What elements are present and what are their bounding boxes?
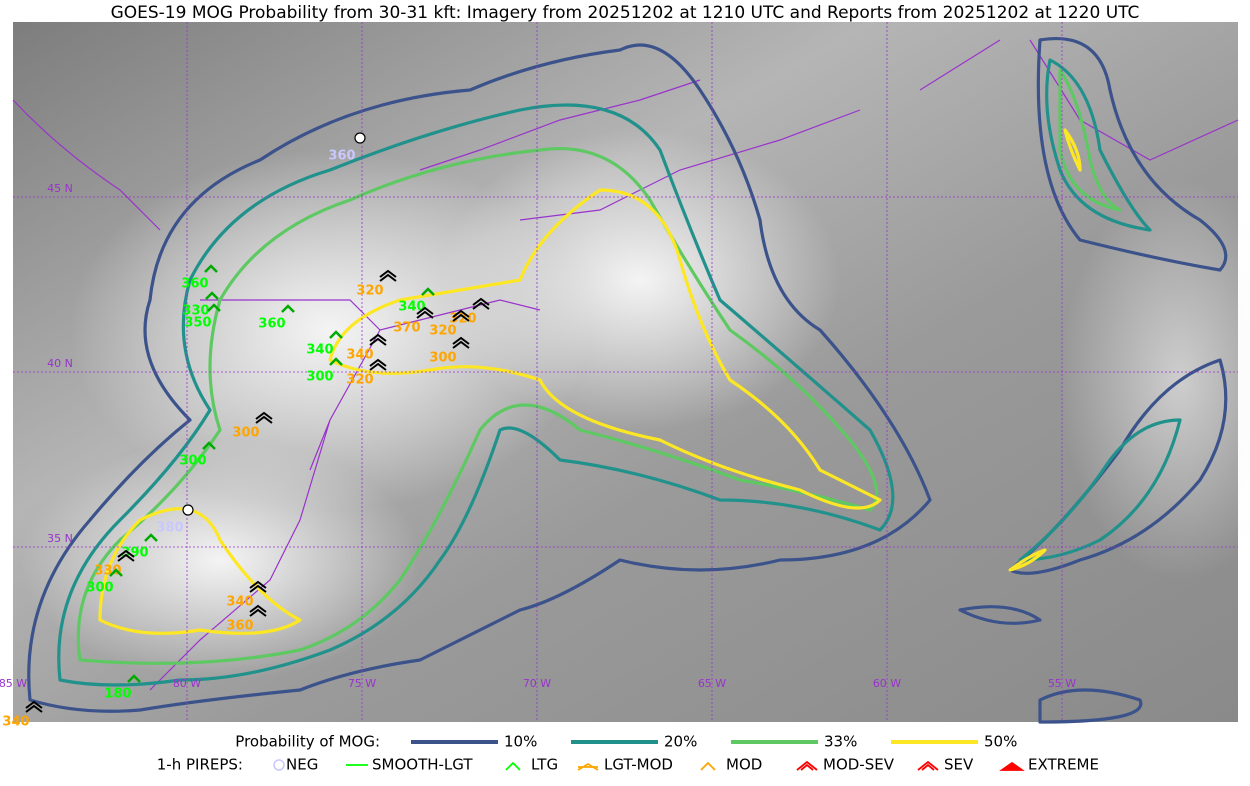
legend-label: 33% [824, 733, 857, 751]
pirep-symbol [281, 304, 295, 313]
legend-symbol [999, 761, 1025, 771]
legend-label: SMOOTH-LGT [372, 756, 473, 774]
cloud [20, 440, 420, 680]
legend-label: LTG [531, 756, 558, 774]
latitude-label: 45 N [47, 182, 73, 195]
pirep-altitude: 320 [346, 373, 373, 388]
legend-label: 10% [504, 733, 537, 751]
pirep-altitude: 350 [184, 316, 211, 331]
pirep-symbol [369, 358, 387, 371]
longitude-label: 60 W [873, 677, 901, 690]
contour-10 [958, 37, 1228, 724]
contour-10 [27, 43, 932, 713]
contour-33 [1058, 68, 1122, 212]
pirep-altitude: 300 [232, 426, 259, 441]
pirep-altitude: 390 [121, 546, 148, 561]
contour-50 [98, 128, 1082, 635]
pirep-altitude: 320 [429, 324, 456, 339]
legend-symbol [700, 761, 716, 771]
pirep-altitude: 360 [181, 277, 208, 292]
pirep-symbol [144, 533, 158, 542]
pirep-symbol [109, 568, 123, 577]
legend-symbol [796, 760, 818, 771]
coastline [12, 39, 1239, 691]
pirep-altitude: 340 [346, 348, 373, 363]
longitude-label: 65 W [698, 677, 726, 690]
pirep-symbol [249, 604, 267, 617]
pirep-altitude: 380 [156, 521, 183, 536]
pirep-symbol [255, 411, 273, 424]
pirep-symbol [25, 700, 43, 713]
pirep-symbol [369, 333, 387, 346]
pirep-symbol [452, 336, 470, 349]
pirep-symbol [127, 674, 141, 683]
pirep-symbol [472, 297, 490, 310]
legend-title: 1-h PIREPS: [157, 756, 243, 774]
pirep-altitude: 340 [2, 715, 29, 730]
legend-symbol [505, 761, 521, 771]
pirep-altitude: 300 [179, 454, 206, 469]
contour-20 [57, 103, 895, 687]
pirep-altitude: 300 [306, 370, 333, 385]
pirep-symbol [202, 441, 216, 450]
contour-20 [1018, 58, 1182, 562]
legend-title: Probability of MOG: [235, 733, 380, 751]
cloud [1060, 180, 1250, 580]
pirep-symbol [416, 306, 434, 319]
title: GOES-19 MOG Probability from 30-31 kft: … [111, 3, 1140, 23]
pirep-altitude: 340 [398, 300, 425, 315]
pirep-altitude: 360 [226, 619, 253, 634]
pirep-symbol [452, 309, 470, 322]
pirep-symbol [379, 269, 397, 282]
pirep-altitude: 330 [94, 564, 121, 579]
pirep-altitude: 300 [86, 581, 113, 596]
legend-label: LGT-MOD [604, 756, 673, 774]
graticule: 45 N 40 N 35 N 85 W 80 W 75 W 70 W 65 W 60 W 55 W [0, 22, 1238, 722]
pirep-altitude: 330 [182, 304, 209, 319]
pirep-symbol [354, 132, 366, 144]
pirep-symbol [205, 291, 219, 300]
longitude-label: 85 W [0, 677, 27, 690]
legend-label: SEV [944, 756, 974, 774]
latitude-label: 35 N [47, 532, 73, 545]
longitude-label: 70 W [523, 677, 551, 690]
pirep-altitude: 180 [104, 687, 131, 702]
legend-label: NEG [286, 756, 318, 774]
longitude-label: 80 W [173, 677, 201, 690]
pirep-symbol [204, 264, 218, 273]
pirep-altitude: 360 [328, 149, 355, 164]
longitude-label: 55 W [1048, 677, 1076, 690]
legend-label: MOD [726, 756, 762, 774]
legend-symbol [577, 762, 599, 771]
legend-symbol [273, 759, 285, 771]
pirep-altitude: 360 [258, 317, 285, 332]
legend: Probability of MOG: 10% 20% 33% 50% 1-h PIREP… [157, 733, 1099, 774]
pirep-altitude: 320 [356, 284, 383, 299]
legend-label: 20% [664, 733, 697, 751]
pirep-symbol [182, 504, 194, 516]
pirep-symbol [421, 287, 435, 296]
pirep-symbol [207, 303, 221, 312]
legend-label: 50% [984, 733, 1017, 751]
pirep-altitude: 340 [226, 595, 253, 610]
pirep-altitude: 370 [393, 321, 420, 336]
pirep-symbol [329, 357, 343, 366]
pirep-symbol [117, 549, 135, 562]
contour-33 [76, 147, 879, 665]
pirep-symbol [329, 330, 343, 339]
pirep-altitude: 300 [429, 351, 456, 366]
longitude-label: 75 W [348, 677, 376, 690]
pirep-symbol [249, 580, 267, 593]
latitude-label: 40 N [47, 357, 73, 370]
cloud [440, 130, 840, 430]
legend-label: MOD-SEV [823, 756, 895, 774]
legend-symbol [917, 760, 939, 771]
pirep-altitude: 340 [306, 343, 333, 358]
legend-label: EXTREME [1028, 756, 1099, 774]
